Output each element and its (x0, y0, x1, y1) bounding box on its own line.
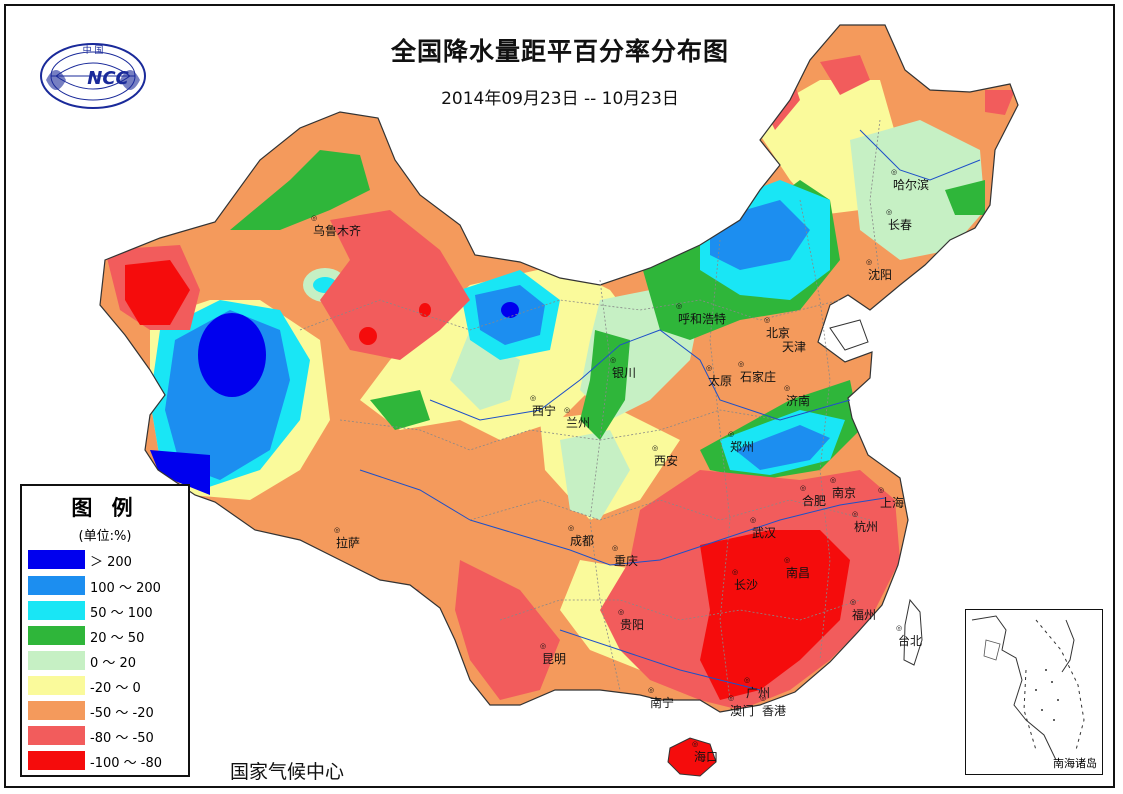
city-label: 武汉 (750, 516, 776, 541)
legend-swatch (28, 751, 85, 770)
city-label: 台北 (896, 624, 922, 649)
legend-label: -80 ～ -50 (90, 731, 154, 746)
legend-item: 0 ～ 20 (26, 651, 186, 673)
legend-swatch (28, 701, 85, 720)
legend-item: 20 ～ 50 (26, 626, 186, 648)
legend-swatch (28, 626, 85, 645)
map-subtitle: 2014年09月23日 -- 10月23日 (441, 89, 679, 109)
legend-item: 50 ～ 100 (26, 601, 186, 623)
legend-item: ＞ 200 (26, 550, 186, 572)
legend-swatch (28, 576, 85, 595)
legend-label: 100 ～ 200 (90, 581, 161, 596)
legend-swatch (28, 676, 85, 695)
legend-item: -20 ～ 0 (26, 676, 186, 698)
legend-swatch (28, 550, 85, 569)
city-label: 石家庄 (738, 360, 776, 385)
city-label: 海口 (692, 740, 718, 765)
legend-swatch (28, 601, 85, 620)
legend-swatch (28, 726, 85, 745)
legend-item: -80 ～ -50 (26, 726, 186, 748)
legend-label: 0 ～ 20 (90, 656, 137, 671)
legend-label: -50 ～ -20 (90, 706, 154, 721)
city-label: 长春 (886, 208, 912, 233)
city-label: 西安 (652, 444, 678, 469)
legend-item: -100 ～ -80 (26, 751, 186, 773)
city-label: 重庆 (612, 544, 638, 569)
city-label: 香港 (760, 694, 786, 719)
legend-label: 50 ～ 100 (90, 606, 153, 621)
legend-swatch (28, 651, 85, 670)
legend: 图 例 (单位:%) ＞ 200 100 ～ 200 50 ～ 100 20 ～… (20, 484, 190, 777)
south-china-sea-inset: 南海诸岛 (965, 609, 1103, 775)
legend-title: 图 例 (71, 496, 139, 520)
legend-label: ＞ 200 (90, 555, 132, 570)
city-label: 西宁 (530, 394, 556, 419)
city-label: 昆明 (540, 642, 566, 667)
legend-unit: (单位:%) (78, 529, 132, 544)
city-label: 郑州 (728, 430, 754, 455)
city-label: 乌鲁木齐 (311, 214, 361, 239)
city-label: 济南 (784, 384, 810, 409)
logo-mark: NCC (87, 68, 129, 89)
city-label: 南京 (830, 476, 856, 501)
city-label: 长沙 (732, 568, 758, 593)
inset-label: 南海诸岛 (1053, 757, 1097, 770)
city-label: 沈阳 (866, 258, 892, 283)
city-label: 银川 (610, 356, 636, 381)
legend-item: -50 ～ -20 (26, 701, 186, 723)
ncc-logo: 中 国 NCC (40, 43, 146, 109)
map-title: 全国降水量距平百分率分布图 (390, 37, 729, 66)
source-label: 国家气候中心 (230, 761, 345, 783)
legend-label: -20 ～ 0 (90, 681, 141, 696)
city-label: 拉萨 (334, 526, 360, 551)
city-label: 澳门 (728, 694, 754, 719)
legend-label: -100 ～ -80 (90, 756, 163, 771)
city-label: 兰州 (564, 406, 590, 431)
city-label: 合肥 (800, 484, 826, 509)
city-label: 成都 (568, 524, 594, 549)
city-label: 天津 (780, 330, 806, 355)
legend-item: 100 ～ 200 (26, 576, 186, 598)
city-label: 福州 (850, 598, 876, 623)
city-label: 太原 (706, 364, 732, 389)
city-label: 呼和浩特 (676, 302, 726, 327)
legend-label: 20 ～ 50 (90, 631, 145, 646)
city-label: 杭州 (852, 510, 878, 535)
city-label: 哈尔滨 (891, 168, 929, 193)
inset-map (971, 615, 1085, 761)
city-label: 上海 (878, 486, 904, 511)
city-label: 广州 (744, 676, 770, 701)
city-label: 南昌 (784, 556, 810, 581)
logo-top-text: 中 国 (83, 44, 104, 56)
city-label: 南宁 (648, 686, 674, 711)
city-label: 贵阳 (618, 608, 644, 633)
